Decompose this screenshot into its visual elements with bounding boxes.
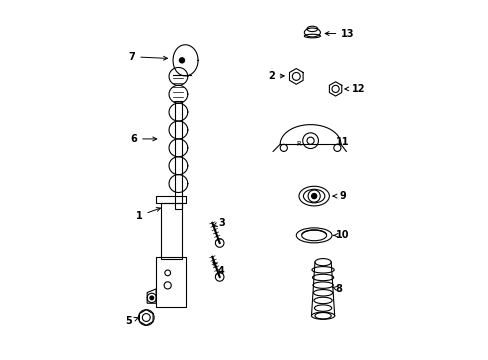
Text: 2: 2 [267, 71, 284, 81]
Text: 1: 1 [136, 208, 160, 221]
Text: 5: 5 [125, 316, 138, 326]
Text: 11: 11 [335, 138, 349, 148]
Text: R: R [296, 141, 301, 147]
Text: 12: 12 [344, 84, 365, 94]
Text: 7: 7 [128, 52, 167, 62]
Circle shape [150, 296, 153, 300]
Circle shape [179, 58, 184, 63]
Text: 8: 8 [332, 284, 342, 294]
Text: 6: 6 [130, 134, 156, 144]
Text: 10: 10 [332, 230, 349, 240]
Text: 4: 4 [213, 262, 224, 276]
Text: 3: 3 [212, 218, 224, 228]
Text: 9: 9 [332, 191, 346, 201]
Text: 13: 13 [325, 28, 354, 39]
Circle shape [311, 194, 316, 199]
